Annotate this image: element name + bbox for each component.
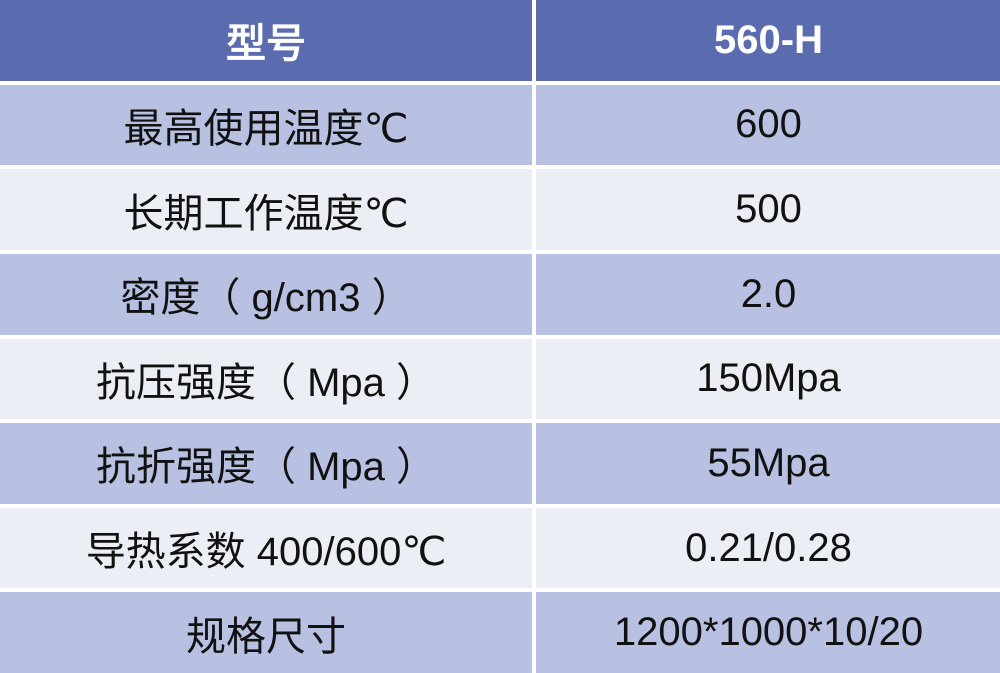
row-label: 最高使用温度℃ [0, 84, 532, 166]
row-value: 2.0 [536, 253, 1000, 335]
row-label: 抗压强度（ Mpa ） [0, 338, 532, 420]
header-value: 560-H [536, 0, 1000, 81]
row-label: 长期工作温度℃ [0, 169, 532, 250]
header-label: 型号 [0, 0, 532, 81]
row-label: 导热系数 400/600℃ [0, 507, 532, 589]
row-value: 55Mpa [536, 423, 1000, 504]
row-label: 抗折强度（ Mpa ） [0, 423, 532, 504]
row-value: 150Mpa [536, 338, 1000, 420]
row-label: 规格尺寸 [0, 592, 532, 673]
row-label: 密度（ g/cm3 ） [0, 253, 532, 335]
row-value: 600 [536, 84, 1000, 166]
row-value: 1200*1000*10/20 [536, 592, 1000, 673]
row-value: 500 [536, 169, 1000, 250]
row-value: 0.21/0.28 [536, 507, 1000, 589]
